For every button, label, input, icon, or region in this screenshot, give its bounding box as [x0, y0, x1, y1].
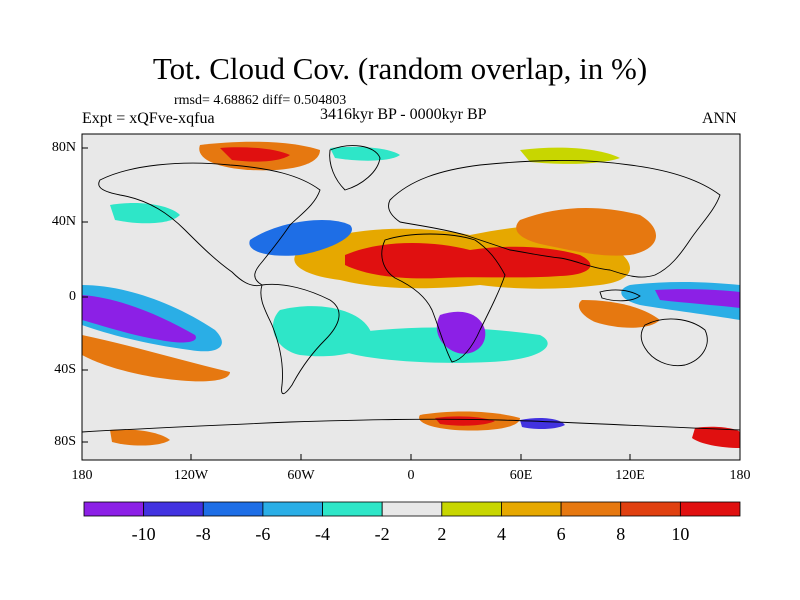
- positive-anomaly-arctic-core: [220, 147, 290, 162]
- positive-anomaly-antarctic-west: [110, 429, 170, 446]
- latitude-ticks: [82, 147, 88, 443]
- colorbar-label: 10: [671, 524, 690, 544]
- colorbar-label: -2: [374, 524, 390, 544]
- experiment-label: Expt = xQFve-xqfua: [82, 110, 215, 127]
- colorbar-label: -8: [195, 524, 211, 544]
- positive-anomaly-south-pacific: [82, 335, 230, 382]
- colorbar-swatch: [143, 501, 204, 517]
- colorbar-swatch: [501, 501, 562, 517]
- positive-anomaly-north-eurasia: [520, 147, 620, 164]
- chart-title: Tot. Cloud Cov. (random overlap, in %): [152, 51, 648, 86]
- longitude-ticks: [81, 454, 741, 460]
- lat-tick-label: 80S: [54, 434, 76, 449]
- lat-tick-label: 0: [69, 289, 76, 304]
- lat-tick-label: 80N: [51, 140, 76, 155]
- lon-tick-label: 60E: [509, 468, 533, 483]
- lat-tick-label: 40N: [51, 214, 76, 229]
- coastline-greenland: [329, 145, 381, 191]
- colorbar-label: 8: [616, 524, 626, 544]
- cloud-anomaly-field: [82, 141, 740, 448]
- colorbar-label: -10: [131, 524, 156, 544]
- coastline-indonesia: [599, 289, 641, 302]
- lon-tick-label: 120W: [173, 468, 209, 483]
- coastlines: [82, 145, 740, 433]
- negative-anomaly-arctic: [330, 146, 400, 161]
- coastline-australia: [640, 318, 708, 367]
- colorbar: [83, 501, 741, 517]
- colorbar-label: 6: [556, 524, 566, 544]
- period-label: 3416kyr BP - 0000kyr BP: [320, 106, 487, 123]
- stats-text: rmsd= 4.68862 diff= 0.504803: [174, 93, 347, 108]
- coastline-africa: [381, 233, 506, 363]
- positive-anomaly-antarctic-core: [435, 416, 495, 426]
- colorbar-label: -6: [255, 524, 271, 544]
- negative-anomaly-west-pacific-core: [655, 289, 740, 308]
- coastline-antarctica: [82, 418, 740, 433]
- colorbar-swatch: [679, 501, 741, 517]
- colorbar-swatch: [83, 501, 145, 517]
- positive-anomaly-indian: [578, 300, 660, 328]
- positive-anomaly-core: [345, 243, 591, 279]
- lat-tick-label: 40S: [54, 362, 76, 377]
- coastline-south-america: [260, 283, 340, 395]
- coastline-eurasia: [388, 160, 721, 278]
- lon-tick-label: 120E: [615, 468, 645, 483]
- colorbar-label: 4: [496, 524, 506, 544]
- colorbar-swatch: [441, 501, 502, 517]
- season-label: ANN: [702, 110, 737, 127]
- positive-anomaly-asia: [516, 208, 657, 256]
- lon-tick-label: 180: [71, 468, 93, 483]
- colorbar-swatch: [620, 501, 681, 517]
- colorbar-swatch: [262, 501, 323, 517]
- colorbar-label: -4: [315, 524, 331, 544]
- negative-anomaly-east-pacific-core: [82, 295, 196, 343]
- coastline-north-america: [98, 162, 321, 287]
- positive-anomaly-antarctic-east: [692, 426, 740, 448]
- negative-anomaly-north-atlantic: [249, 220, 352, 256]
- colorbar-swatch: [322, 501, 383, 517]
- lon-tick-label: 60W: [287, 468, 315, 483]
- map-plot-area: [81, 133, 741, 461]
- lon-tick-label: 0: [407, 468, 415, 483]
- colorbar-swatch: [381, 501, 443, 517]
- colorbar-label: 2: [437, 524, 447, 544]
- lon-tick-label: 180: [729, 468, 751, 483]
- colorbar-swatch: [560, 501, 622, 517]
- negative-anomaly-north-pacific: [110, 203, 180, 224]
- colorbar-swatch: [202, 501, 264, 517]
- negative-anomaly-south-indian: [340, 327, 548, 363]
